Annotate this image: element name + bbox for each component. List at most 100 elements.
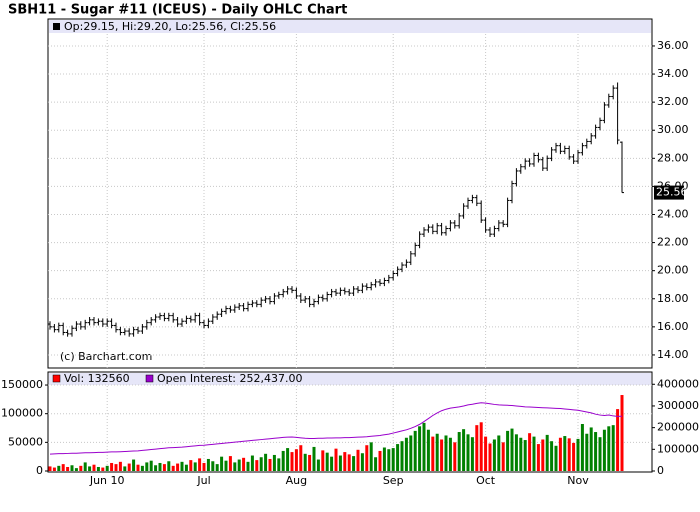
volume-bar [281, 450, 285, 471]
volume-bar [528, 433, 532, 471]
volume-bar [440, 439, 444, 471]
legend-swatch-oi [145, 374, 154, 383]
volume-bar [52, 467, 56, 471]
price-header: Op:29.15, Hi:29.20, Lo:25.56, Cl:25.56 [64, 20, 276, 33]
volume-bar [114, 464, 118, 471]
volume-bar [154, 465, 158, 471]
volume-bar [145, 462, 149, 471]
volume-bar [206, 458, 210, 471]
volume-bar [180, 461, 184, 471]
volume-bar [299, 445, 303, 471]
x-tick-label: Oct [476, 474, 496, 487]
volume-bar [492, 439, 496, 471]
volume-bar [294, 449, 298, 471]
y-tick-label: 0 [36, 464, 43, 477]
y-tick-label: 18.00 [657, 292, 689, 305]
volume-bar [576, 438, 580, 471]
volume-bar [224, 460, 228, 471]
volume-bar [391, 448, 395, 471]
volume-bar [237, 459, 241, 471]
volume-bar [365, 445, 369, 471]
y2-tick-label: 200000 [657, 421, 699, 434]
volume-bar [132, 459, 136, 471]
volume-bar [110, 462, 114, 471]
volume-bar [413, 430, 417, 471]
volume-bar [620, 395, 624, 471]
y2-tick-label: 0 [657, 464, 664, 477]
volume-bar [510, 428, 514, 471]
volume-bar [343, 452, 347, 471]
volume-bar [264, 453, 268, 471]
price-header-band [49, 20, 651, 33]
volume-bar [396, 444, 400, 471]
volume-bar [360, 453, 364, 471]
volume-bar [426, 429, 430, 471]
volume-bar [189, 460, 193, 471]
volume-bar [211, 461, 215, 471]
volume-bar [567, 438, 571, 471]
volume-bar [519, 437, 523, 471]
volume-bar [312, 446, 316, 471]
volume-bar [602, 429, 606, 471]
legend-volume: Vol: 132560 [64, 372, 130, 385]
volume-bar [277, 458, 281, 471]
volume-bar [57, 465, 61, 471]
y-tick-label: 50000 [8, 435, 43, 448]
volume-bar [136, 464, 140, 471]
y-tick-label: 28.00 [657, 151, 689, 164]
volume-bar [61, 464, 65, 471]
volume-bar [475, 425, 479, 471]
y-tick-label: 150000 [1, 378, 43, 391]
y-tick-label: 16.00 [657, 320, 689, 333]
volume-bar [96, 466, 100, 471]
volume-bar [308, 454, 312, 471]
volume-bar [563, 436, 567, 471]
x-tick-label: Aug [286, 474, 307, 487]
volume-bar [303, 453, 307, 471]
volume-bar [382, 447, 386, 471]
volume-bar [193, 462, 197, 471]
volume-bar [374, 457, 378, 471]
volume-bar [250, 455, 254, 471]
volume-bar [158, 462, 162, 471]
volume-bar [616, 409, 620, 471]
y-tick-label: 30.00 [657, 123, 689, 136]
x-tick-label: Sep [383, 474, 404, 487]
volume-bar [118, 461, 122, 471]
volume-bar [501, 442, 505, 471]
last-price-label: 25.56 [656, 186, 688, 199]
header-icon [53, 23, 60, 30]
volume-bar [66, 466, 70, 471]
open-interest-line [49, 402, 623, 455]
chart-title: SBH11 - Sugar #11 (ICEUS) - Daily OHLC C… [8, 3, 347, 18]
volume-bar [448, 437, 452, 471]
volume-bar [404, 437, 408, 471]
volume-bar [246, 461, 250, 471]
volume-bar [541, 439, 545, 471]
volume-bar [101, 467, 105, 471]
volume-bar [431, 436, 435, 471]
volume-bar [532, 436, 536, 471]
volume-bar [48, 466, 52, 471]
legend-open-interest: Open Interest: 252,437.00 [157, 372, 302, 385]
y-tick-label: 24.00 [657, 207, 689, 220]
y-tick-label: 20.00 [657, 264, 689, 277]
volume-bar [356, 449, 360, 471]
volume-bar [74, 468, 78, 471]
volume-bar [198, 458, 202, 471]
volume-bar [611, 425, 615, 471]
volume-bar [338, 455, 342, 471]
volume-bar [316, 459, 320, 471]
volume-bar [550, 441, 554, 471]
volume-bar [514, 434, 518, 471]
volume-bar [176, 463, 180, 471]
volume-bar [506, 430, 510, 471]
volume-bar [585, 433, 589, 471]
volume-bar [607, 426, 611, 471]
volume-bar [228, 456, 232, 471]
y-tick-label: 14.00 [657, 348, 689, 361]
volume-bar [140, 465, 144, 471]
volume-bar [580, 424, 584, 471]
volume-bar [572, 442, 576, 471]
